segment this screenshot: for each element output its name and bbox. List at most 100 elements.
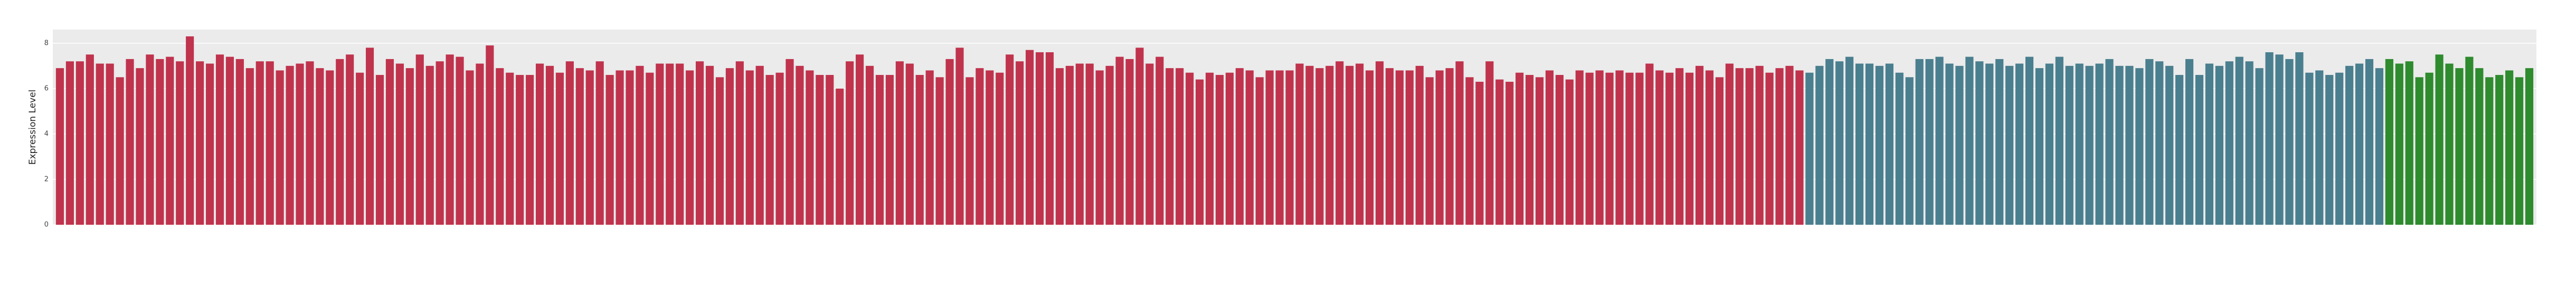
bar xyxy=(1455,61,1464,225)
bar xyxy=(1755,65,1764,225)
bar xyxy=(2465,56,2474,225)
bar xyxy=(1955,65,1964,225)
bar xyxy=(1495,79,1504,225)
bar xyxy=(1195,79,1204,225)
bar xyxy=(2105,59,2114,225)
bar xyxy=(296,63,304,225)
bar xyxy=(836,88,844,225)
bar xyxy=(1295,63,1304,225)
bar xyxy=(496,68,504,225)
bar xyxy=(276,70,284,225)
bar xyxy=(1336,61,1344,225)
bar xyxy=(646,72,654,225)
bar xyxy=(1275,70,1284,225)
bar xyxy=(2155,61,2164,225)
bar xyxy=(1255,77,1264,225)
bar xyxy=(446,54,454,225)
bar xyxy=(1395,70,1404,225)
bar xyxy=(1815,65,1824,225)
bar xyxy=(1725,63,1734,225)
bar xyxy=(1006,54,1014,225)
bar xyxy=(395,63,404,225)
bar xyxy=(1475,81,1484,225)
bar xyxy=(1885,63,1893,225)
bar xyxy=(1675,68,1684,225)
bar xyxy=(106,63,114,225)
bar xyxy=(1945,63,1954,225)
bar xyxy=(1465,77,1474,225)
bar xyxy=(55,68,64,225)
bar xyxy=(1905,77,1914,225)
bar xyxy=(2245,61,2253,225)
bar xyxy=(1595,70,1604,225)
y-tick-label: 0 xyxy=(44,221,49,229)
bar xyxy=(1325,65,1334,225)
bar xyxy=(1385,68,1394,225)
bar xyxy=(166,56,174,225)
bar xyxy=(2175,75,2184,225)
bar xyxy=(2525,68,2534,225)
bar xyxy=(336,59,344,225)
bar xyxy=(366,47,374,225)
bar xyxy=(915,75,924,225)
bar xyxy=(895,61,904,225)
bar xyxy=(666,63,674,225)
bar xyxy=(316,68,324,225)
bar xyxy=(116,77,124,225)
bar xyxy=(976,68,984,225)
bar xyxy=(2445,63,2454,225)
bar xyxy=(1186,72,1194,225)
bar xyxy=(146,54,154,225)
bar xyxy=(2295,52,2304,225)
bar xyxy=(755,65,764,225)
bar xyxy=(945,59,954,225)
bar xyxy=(2145,59,2154,225)
bar xyxy=(1695,65,1704,225)
bar xyxy=(266,61,274,225)
bar xyxy=(1215,75,1224,225)
bar xyxy=(1346,65,1354,225)
bar xyxy=(1505,81,1514,225)
bar xyxy=(225,56,234,225)
bar xyxy=(1605,72,1614,225)
bar xyxy=(1645,63,1654,225)
bar xyxy=(476,63,484,225)
bar xyxy=(1026,50,1034,225)
bar xyxy=(856,54,864,225)
bar xyxy=(1065,65,1074,225)
bar xyxy=(785,59,794,225)
bar xyxy=(1235,68,1244,225)
bar xyxy=(2205,63,2214,225)
bar xyxy=(1135,47,1144,225)
bar xyxy=(1045,52,1054,225)
bar xyxy=(1545,70,1554,225)
bar xyxy=(575,68,584,225)
bar xyxy=(585,70,594,225)
bar xyxy=(1415,65,1424,225)
bar xyxy=(1575,70,1584,225)
bar xyxy=(1925,59,1934,225)
bar xyxy=(2255,68,2264,225)
bar xyxy=(2355,63,2364,225)
y-tick-label: 4 xyxy=(44,130,49,138)
bar xyxy=(1895,72,1903,225)
bar xyxy=(1705,70,1714,225)
bar xyxy=(1516,72,1524,225)
bar xyxy=(1655,70,1664,225)
bar xyxy=(356,72,364,225)
bar xyxy=(1156,56,1164,225)
bar xyxy=(1975,61,1984,225)
bar xyxy=(2405,61,2413,225)
bar xyxy=(2025,56,2034,225)
bar xyxy=(176,61,184,225)
bar xyxy=(996,72,1004,225)
bar xyxy=(885,75,894,225)
bar xyxy=(605,75,614,225)
bar xyxy=(2425,72,2433,225)
bar xyxy=(545,65,554,225)
bar xyxy=(965,77,974,225)
bar xyxy=(1735,68,1744,225)
bar xyxy=(75,61,84,225)
bar xyxy=(1845,56,1854,225)
bar xyxy=(826,75,834,225)
